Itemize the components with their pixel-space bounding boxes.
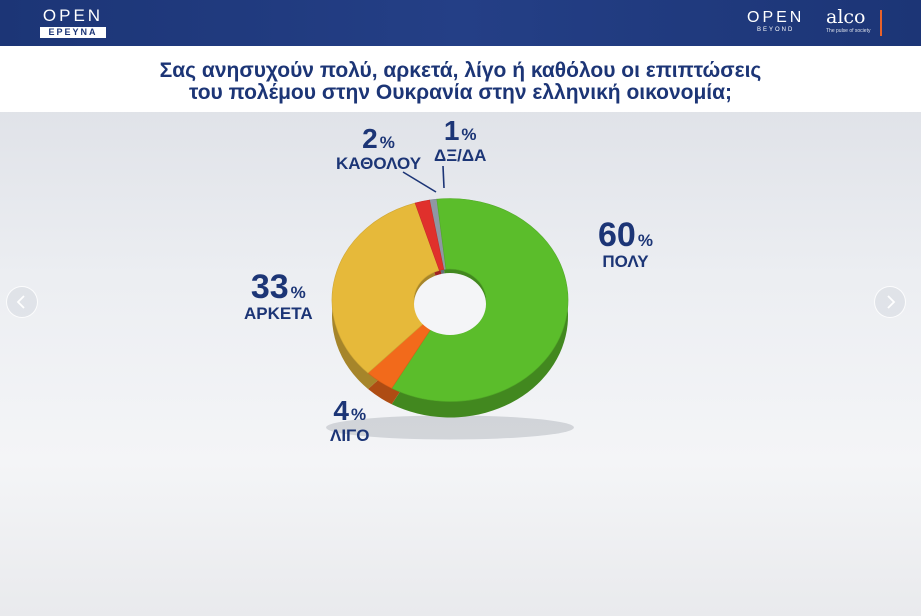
question-title: Σας ανησυχούν πολύ, αρκετά, λίγο ή καθόλ… xyxy=(0,46,921,112)
label-ligo-unit: % xyxy=(350,405,367,424)
chevron-right-icon xyxy=(887,295,896,309)
alco-name: alco xyxy=(826,6,866,28)
logo-open-text: OPEN xyxy=(42,6,104,25)
label-ligo-value: 4 xyxy=(333,395,349,426)
leader-line-ΚΑΘΟΛΟΥ xyxy=(402,171,437,193)
alco-logo: alco The pulse of society xyxy=(826,6,870,35)
label-katholou-category: ΚΑΘΟΛΟΥ xyxy=(336,154,422,173)
label-arketa-value: 33 xyxy=(250,268,289,306)
label-arketa-unit: % xyxy=(290,283,306,302)
label-poly-category: ΠΟΛΥ xyxy=(602,252,649,271)
label-poly-unit: % xyxy=(637,231,653,250)
slice-ΠΟΛΥ xyxy=(391,198,569,402)
label-arketa: 33% ΑΡΚΕΤΑ xyxy=(244,270,313,323)
logo-divider xyxy=(880,10,882,36)
label-dxda-value: 1 xyxy=(443,115,460,146)
open-beyond-sub-text: BEYOND xyxy=(757,27,795,33)
prev-slide-button[interactable] xyxy=(6,286,38,318)
label-dxda-unit: % xyxy=(461,125,477,144)
donut-hole xyxy=(414,273,486,335)
label-ligo: 4% ΛΙΓΟ xyxy=(330,395,370,446)
chevron-left-icon xyxy=(16,295,25,309)
label-dxda-category: ΔΞ/ΔΑ xyxy=(434,146,487,165)
label-poly: 60% ΠΟΛΥ xyxy=(598,218,653,271)
label-katholou-unit: % xyxy=(379,133,395,152)
top-bar: OPEN ΕΡΕΥΝΑ OPEN BEYOND alco The pulse o… xyxy=(0,0,921,46)
next-slide-button[interactable] xyxy=(874,286,906,318)
leader-line-ΔΞ/ΔΑ xyxy=(442,165,445,189)
question-line-1: Σας ανησυχούν πολύ, αρκετά, λίγο ή καθόλ… xyxy=(159,59,762,82)
slice-ΚΑΘΟΛΟΥ xyxy=(414,199,445,271)
label-katholou: 2% ΚΑΘΟΛΟΥ xyxy=(336,123,422,174)
slice-ΑΡΚΕΤΑ xyxy=(331,202,440,374)
label-ligo-category: ΛΙΓΟ xyxy=(330,426,370,445)
question-line-2: του πολέμου στην Ουκρανία στην ελληνική … xyxy=(188,81,733,104)
donut-shadow xyxy=(326,415,574,440)
open-beyond-logo: OPEN BEYOND xyxy=(747,9,804,34)
alco-tagline: The pulse of society xyxy=(826,28,871,34)
label-dxda: 1% ΔΞ/ΔΑ xyxy=(434,115,487,166)
label-poly-value: 60 xyxy=(598,216,636,254)
logo-erevna-text: ΕΡΕΥΝΑ xyxy=(40,27,106,38)
label-arketa-category: ΑΡΚΕΤΑ xyxy=(244,304,313,323)
label-katholou-value: 2 xyxy=(362,123,378,154)
open-erevna-logo: OPEN ΕΡΕΥΝΑ xyxy=(38,7,108,38)
open-beyond-open-text: OPEN xyxy=(747,9,805,26)
